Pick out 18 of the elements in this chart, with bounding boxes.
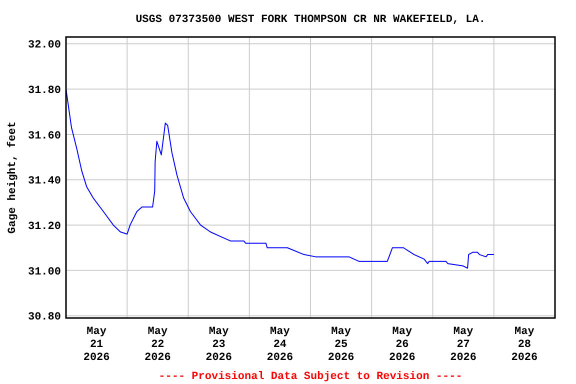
y-tick-label: 31.00 <box>28 266 61 278</box>
y-axis-title: Gage height, feet <box>6 121 19 234</box>
y-tick-label: 32.00 <box>28 40 61 52</box>
x-tick-label: May 25 2026 <box>328 326 354 364</box>
x-tick-label: May 28 2026 <box>511 326 538 364</box>
y-tick-label: 31.20 <box>28 220 61 233</box>
x-tick-label: May 22 2026 <box>144 326 171 364</box>
x-tick-label: May 26 2026 <box>388 326 416 364</box>
chart-title: USGS 07373500 WEST FORK THOMPSON CR NR WAKEFIELD, LA. <box>136 14 486 26</box>
x-tick-label: May 21 2026 <box>83 326 110 364</box>
y-tick-label: 31.60 <box>28 130 61 142</box>
text: ---- Provisional Data Subject to Revision ---- <box>158 371 462 383</box>
y-tick-label: 31.80 <box>28 84 61 97</box>
x-tick-label: May 24 2026 <box>266 326 294 364</box>
x-tick-label: May 27 2026 <box>450 326 477 364</box>
x-tick-label: May 23 2026 <box>206 326 232 364</box>
y-tick-label: 30.80 <box>28 312 61 324</box>
y-tick-label: 31.40 <box>28 176 61 188</box>
